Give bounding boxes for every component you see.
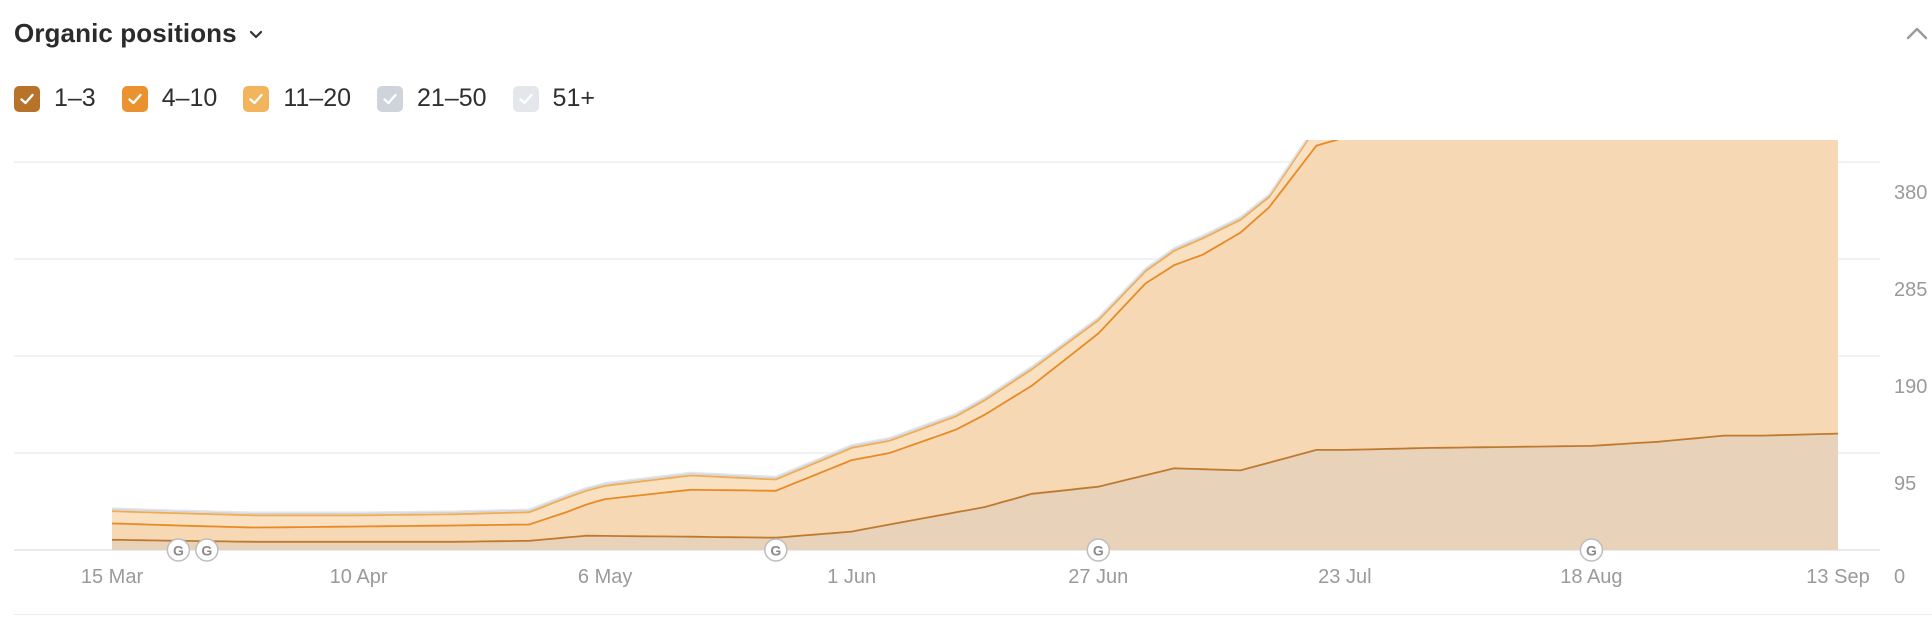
svg-text:G: G <box>1586 543 1597 559</box>
y-tick-label: 0 <box>1894 566 1905 588</box>
x-tick-label: 6 May <box>578 566 632 588</box>
area-3 <box>112 140 1337 528</box>
legend-item-11-20[interactable]: 11–20 <box>243 84 351 113</box>
x-tick-label: 27 Jun <box>1068 566 1128 588</box>
google-update-icon[interactable]: G <box>764 538 788 562</box>
series-line-4 <box>111 140 1308 514</box>
legend-item-1-3[interactable]: 1–3 <box>14 84 96 113</box>
series-line-2 <box>111 140 1340 529</box>
checkbox[interactable] <box>512 85 539 112</box>
check-icon <box>518 93 533 104</box>
legend-item-51-plus[interactable]: 51+ <box>512 84 595 113</box>
checkbox[interactable] <box>14 85 40 112</box>
checkbox[interactable] <box>121 85 148 112</box>
x-axis-ticks: 15 Mar 10 Apr 6 May 1 Jun 27 Jun 23 Jul 18 Aug… <box>81 566 1870 588</box>
check-icon <box>383 93 397 104</box>
stacked-areas <box>112 140 1838 550</box>
x-tick-label: 13 Sep <box>1806 566 1869 588</box>
google-update-icon[interactable]: G <box>195 538 219 562</box>
check-icon <box>20 93 34 104</box>
svg-text:G: G <box>201 543 212 559</box>
chart-title[interactable]: Organic positions <box>14 18 237 48</box>
check-icon <box>249 93 264 104</box>
x-tick-label: 10 Apr <box>330 566 388 588</box>
svg-text:G: G <box>173 543 184 559</box>
x-tick-label: 18 Aug <box>1560 566 1622 588</box>
divider <box>14 614 1932 615</box>
checkbox[interactable] <box>243 85 270 112</box>
y-tick-label: 380 <box>1894 182 1927 204</box>
checkbox[interactable] <box>377 85 404 112</box>
y-tick-label: 95 <box>1894 473 1916 495</box>
series-line-5 <box>111 140 1307 513</box>
area-1 <box>112 433 1838 550</box>
svg-text:G: G <box>770 543 781 559</box>
legend-label: 4–10 <box>161 84 218 112</box>
series-line-3 <box>111 140 1309 517</box>
series-lines <box>111 140 1839 543</box>
google-update-icon[interactable]: G <box>1579 538 1604 562</box>
svg-text:G: G <box>1093 543 1104 559</box>
x-tick-label: 23 Jul <box>1318 566 1371 588</box>
x-tick-label: 15 Mar <box>81 566 144 588</box>
y-axis-ticks: 0 95 190 285 380 <box>1894 182 1927 588</box>
series-line-1 <box>111 432 1839 543</box>
legend-label: 51+ <box>552 84 595 112</box>
chevron-up-icon[interactable] <box>1902 18 1932 48</box>
organic-positions-chart[interactable]: G G G G G 15 Mar 10 Apr 6 May 1 Jun 27 Jun 23 Jul… <box>0 140 1932 610</box>
legend-item-4-10[interactable]: 4–10 <box>121 84 218 113</box>
legend: 1–3 4–10 11–20 21–50 51+ <box>14 84 621 113</box>
y-tick-label: 190 <box>1894 376 1927 398</box>
x-tick-label: 1 Jun <box>827 566 876 588</box>
chart-header[interactable]: Organic positions <box>14 18 265 49</box>
legend-item-21-50[interactable]: 21–50 <box>377 84 487 113</box>
y-tick-label: 285 <box>1894 279 1927 301</box>
check-icon <box>128 93 142 104</box>
google-update-icon[interactable]: G <box>1086 538 1111 562</box>
chevron-down-icon[interactable] <box>247 25 265 43</box>
legend-label: 1–3 <box>54 84 96 112</box>
legend-label: 21–50 <box>417 84 487 112</box>
google-update-icon[interactable]: G <box>166 538 191 562</box>
area-2 <box>112 140 1838 542</box>
legend-label: 11–20 <box>283 84 352 112</box>
